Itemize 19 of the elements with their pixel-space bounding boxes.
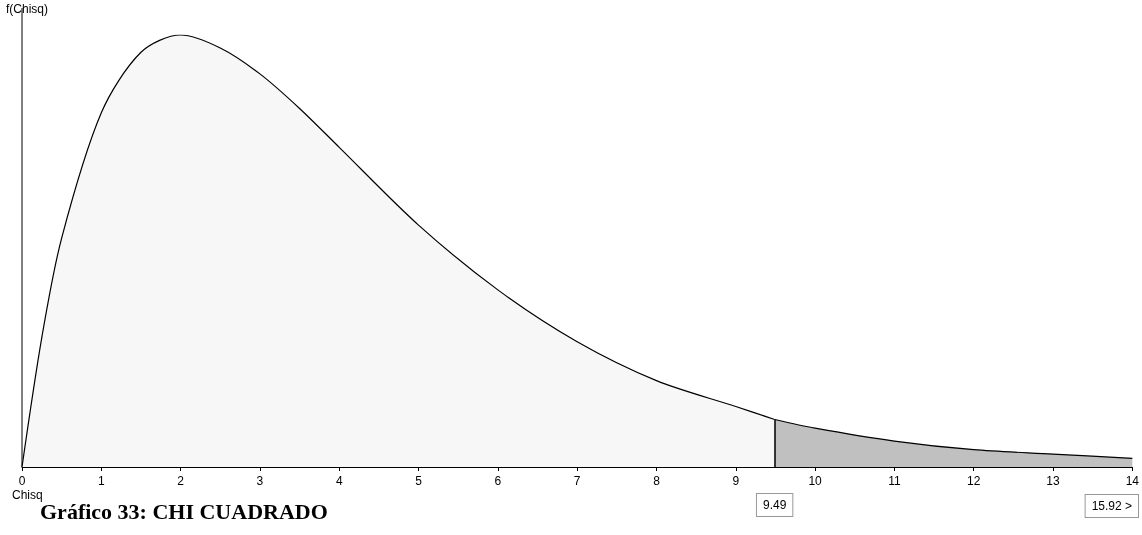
- x-tick-label: 11: [888, 474, 901, 488]
- x-tick-label: 8: [653, 474, 661, 488]
- x-axis-title: Chisq: [12, 488, 43, 502]
- x-tick-label: 1: [97, 474, 105, 488]
- ref-line-label: 9.49: [762, 498, 787, 512]
- x-tick-label: 4: [335, 474, 343, 488]
- y-axis-title: f(Chisq): [6, 2, 49, 16]
- x-tick-label: 0: [18, 474, 26, 488]
- x-tick-label: 3: [256, 474, 264, 488]
- x-tick-label: 6: [494, 474, 502, 488]
- x-tick-label: 13: [1046, 474, 1061, 488]
- x-tick-label: 12: [967, 474, 981, 488]
- x-tick-label: 5: [415, 474, 423, 488]
- x-tick-label: 14: [1125, 474, 1140, 488]
- x-tick-label: 9: [732, 474, 740, 488]
- x-tick-label: 7: [573, 474, 581, 488]
- x-tick-label: 2: [177, 474, 185, 488]
- x-tick-label: 10: [808, 474, 823, 488]
- text: 15.92 >: [1091, 499, 1132, 513]
